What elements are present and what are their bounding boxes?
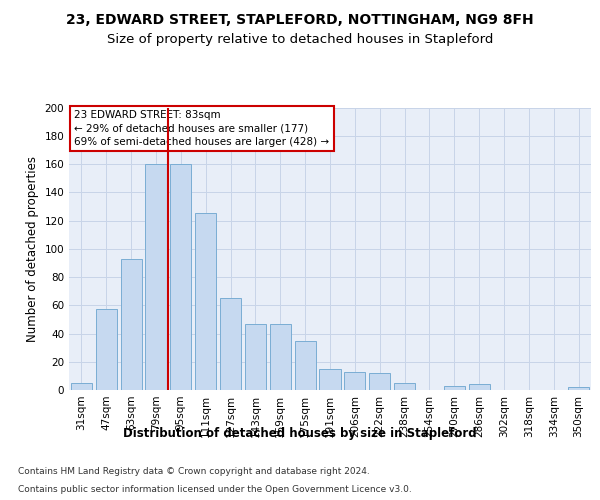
Text: 23, EDWARD STREET, STAPLEFORD, NOTTINGHAM, NG9 8FH: 23, EDWARD STREET, STAPLEFORD, NOTTINGHA… — [66, 12, 534, 26]
Bar — [319, 369, 341, 390]
Bar — [96, 310, 117, 390]
Bar — [444, 386, 465, 390]
Bar — [295, 340, 316, 390]
Bar — [344, 372, 365, 390]
Bar — [145, 164, 167, 390]
Bar — [245, 324, 266, 390]
Bar — [394, 383, 415, 390]
Text: 23 EDWARD STREET: 83sqm
← 29% of detached houses are smaller (177)
69% of semi-d: 23 EDWARD STREET: 83sqm ← 29% of detache… — [74, 110, 329, 146]
Bar — [469, 384, 490, 390]
Bar — [270, 324, 291, 390]
Bar — [121, 258, 142, 390]
Bar — [71, 383, 92, 390]
Bar — [220, 298, 241, 390]
Bar — [369, 373, 390, 390]
Bar — [170, 164, 191, 390]
Bar — [195, 214, 216, 390]
Y-axis label: Number of detached properties: Number of detached properties — [26, 156, 39, 342]
Text: Size of property relative to detached houses in Stapleford: Size of property relative to detached ho… — [107, 32, 493, 46]
Text: Distribution of detached houses by size in Stapleford: Distribution of detached houses by size … — [123, 428, 477, 440]
Text: Contains HM Land Registry data © Crown copyright and database right 2024.: Contains HM Land Registry data © Crown c… — [18, 468, 370, 476]
Bar — [568, 387, 589, 390]
Text: Contains public sector information licensed under the Open Government Licence v3: Contains public sector information licen… — [18, 485, 412, 494]
